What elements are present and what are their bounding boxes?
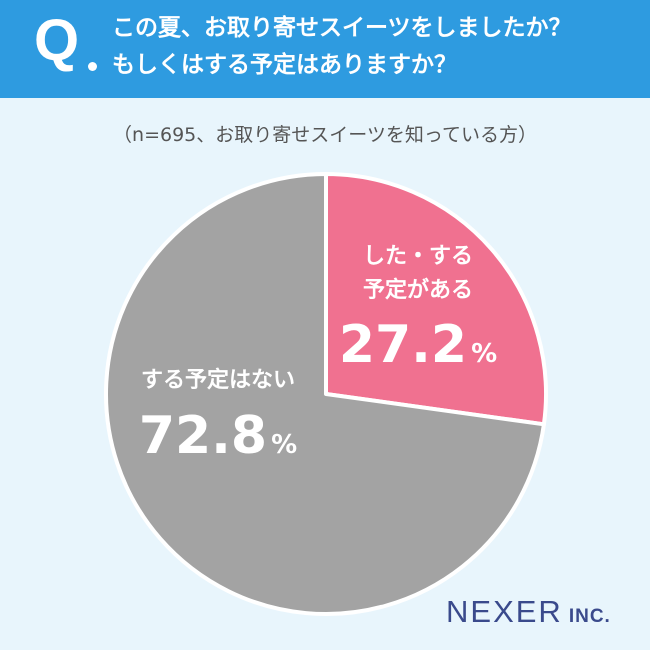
q-mark: Q	[34, 8, 80, 73]
pie-slice-0	[324, 172, 548, 427]
slice-label-0-line-0: した・する	[363, 244, 473, 269]
slice-label-0-line-1: 予定がある	[363, 277, 473, 303]
q-dot-decoration	[88, 62, 97, 71]
slice-value-0: 27.2%	[339, 315, 497, 375]
logo-brand: NEXER	[446, 594, 563, 629]
question-line-1: この夏、お取り寄せスイーツをしましたか？	[112, 15, 572, 41]
slice-value-1: 72.8%	[139, 406, 297, 466]
question-header: Q この夏、お取り寄せスイーツをしましたか？ もしくはする予定はありますか？	[0, 0, 650, 98]
pie-slice-1	[104, 172, 546, 616]
question-line-2: もしくはする予定はありますか？	[112, 52, 457, 78]
sample-note: （n=695、お取り寄せスイーツを知っている方）	[113, 124, 537, 146]
nexer-logo: NEXER INC.	[446, 594, 611, 630]
logo-suffix: INC.	[568, 606, 611, 627]
slice-label-1-line-0: する予定はない	[141, 367, 295, 393]
